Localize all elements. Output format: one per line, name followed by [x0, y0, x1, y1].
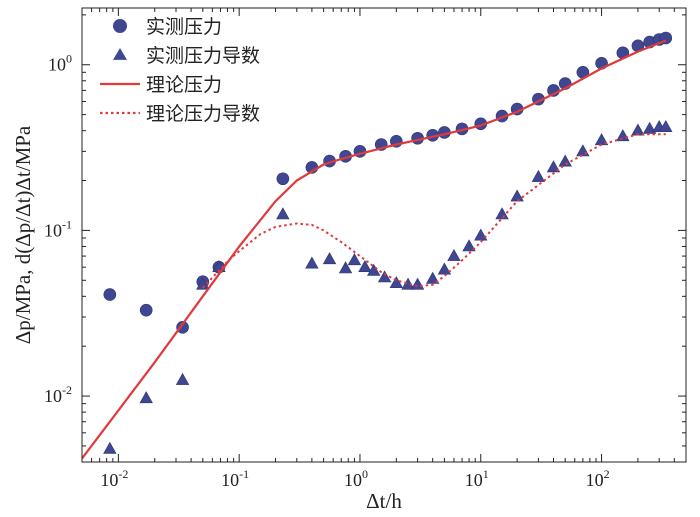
- data-point: [139, 303, 153, 317]
- y-tick-label: 10-1: [44, 217, 72, 240]
- y-axis-title: Δp/MPa, d(Δp/Δt)Δt/MPa: [11, 125, 35, 344]
- legend-marker: [113, 48, 127, 60]
- x-tick-label-exp: -1: [239, 467, 249, 481]
- data-point: [426, 271, 440, 284]
- data-point: [495, 207, 509, 220]
- data-point: [176, 321, 189, 334]
- data-point: [377, 270, 392, 283]
- x-tick-label: 100: [344, 467, 368, 490]
- x-tick-label: 101: [465, 467, 489, 490]
- data-point: [474, 228, 488, 241]
- data-point: [367, 263, 381, 276]
- legend-marker: [113, 19, 127, 33]
- data-point: [103, 288, 117, 301]
- x-tick-label: 10-2: [100, 467, 128, 490]
- legend-label: 理论压力导数: [146, 103, 260, 125]
- x-tick-label-base: 10: [221, 470, 239, 490]
- plot-frame: [81, 7, 687, 463]
- data-point: [437, 262, 452, 275]
- data-point: [175, 372, 190, 385]
- legend-item: 理论压力: [100, 74, 222, 96]
- data-point: [447, 248, 461, 261]
- x-tick-label-base: 10: [465, 470, 483, 490]
- data-point: [139, 391, 153, 404]
- y-tick-label-base: 10: [48, 55, 66, 75]
- x-axis-title: Δt/h: [366, 489, 402, 513]
- x-tick-label-base: 10: [100, 470, 118, 490]
- x-tick-label-base: 10: [344, 470, 362, 490]
- series-2: [82, 39, 667, 460]
- data-point: [558, 154, 572, 167]
- y-tick-label: 10-2: [44, 383, 72, 406]
- data-point: [103, 441, 117, 454]
- legend-label: 实测压力: [146, 16, 222, 38]
- data-point: [546, 160, 561, 173]
- legend-item: 实测压力导数: [113, 45, 260, 67]
- data-point: [510, 189, 524, 202]
- y-tick-label-exp: -2: [62, 383, 72, 397]
- legend-label: 实测压力导数: [146, 45, 260, 67]
- y-tick-label-base: 10: [44, 220, 62, 240]
- plot-series-layer: [82, 31, 673, 460]
- x-tick-label: 102: [586, 467, 610, 490]
- x-tick-label-base: 10: [586, 470, 604, 490]
- x-tick-label-exp: 2: [604, 467, 610, 481]
- y-tick-label: 100: [48, 52, 72, 75]
- data-point: [642, 121, 657, 134]
- data-point: [276, 172, 290, 186]
- data-point: [196, 277, 210, 290]
- legend-item: 理论压力导数: [100, 103, 260, 125]
- data-point: [531, 169, 546, 182]
- y-tick-label-base: 10: [44, 386, 62, 406]
- data-point: [322, 252, 337, 265]
- legend-item: 实测压力: [113, 16, 222, 38]
- x-tick-label-exp: 0: [362, 467, 368, 481]
- x-tick-label-exp: -2: [118, 467, 128, 481]
- data-point: [389, 276, 404, 289]
- series-line: [202, 133, 666, 289]
- x-tick-label: 10-1: [221, 467, 249, 490]
- y-tick-label-exp: -1: [62, 217, 72, 231]
- data-point: [358, 260, 372, 273]
- data-point: [462, 239, 476, 252]
- data-point: [338, 261, 353, 274]
- y-tick-label-exp: 0: [66, 52, 72, 66]
- data-point: [659, 120, 673, 132]
- data-point: [410, 277, 425, 290]
- series-3: [202, 133, 666, 289]
- data-point: [347, 253, 362, 266]
- data-point: [276, 207, 290, 220]
- series-line: [82, 39, 667, 460]
- data-point: [305, 256, 319, 269]
- legend-label: 理论压力: [146, 74, 222, 96]
- series-1: [103, 120, 673, 454]
- data-point: [576, 144, 590, 157]
- x-tick-label-exp: 1: [483, 467, 489, 481]
